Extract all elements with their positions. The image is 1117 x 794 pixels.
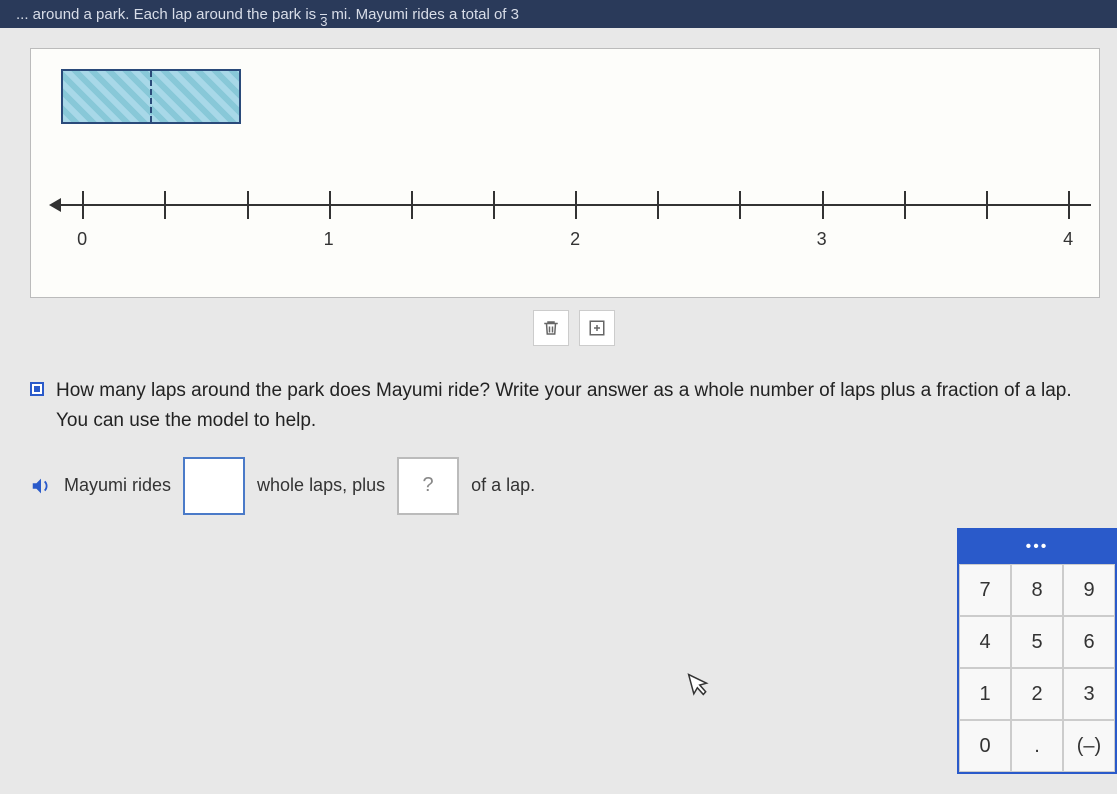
tick-mark	[247, 191, 249, 219]
keypad-key[interactable]: 1	[959, 668, 1011, 720]
content-area: 0 1 2 3 4 How many laps around the park does…	[0, 28, 1117, 515]
tick-mark	[575, 191, 577, 219]
answer-suffix: of a lap.	[471, 475, 535, 496]
fraction-segment	[63, 71, 152, 122]
tick-label: 4	[1063, 229, 1073, 250]
keypad-key[interactable]: 9	[1063, 564, 1115, 616]
tick-mark	[986, 191, 988, 219]
keypad-key[interactable]: 7	[959, 564, 1011, 616]
keypad-key[interactable]: .	[1011, 720, 1063, 772]
question-text: How many laps around the park does Mayum…	[56, 376, 1107, 437]
problem-header: ... around a park. Each lap around the p…	[0, 0, 1117, 28]
tick-mark	[904, 191, 906, 219]
keypad-key[interactable]: 4	[959, 616, 1011, 668]
fraction-bar-model[interactable]	[61, 69, 241, 124]
tick-mark	[411, 191, 413, 219]
answer-mid: whole laps, plus	[257, 475, 385, 496]
fraction-denominator: 3	[320, 14, 327, 28]
keypad-key[interactable]: 6	[1063, 616, 1115, 668]
tick-mark	[493, 191, 495, 219]
model-toolbar	[30, 310, 1117, 346]
fraction-numerator	[322, 1, 326, 14]
cursor-icon	[686, 668, 714, 704]
trash-icon	[542, 319, 560, 337]
fraction-segment	[152, 71, 239, 122]
question-block: How many laps around the park does Mayum…	[30, 376, 1117, 515]
header-text-before: ... around a park. Each lap around the p…	[16, 6, 316, 23]
header-text-after: mi. Mayumi rides a total of 3	[331, 6, 519, 23]
tick-mark	[82, 191, 84, 219]
tick-label: 0	[77, 229, 87, 250]
tick-mark	[657, 191, 659, 219]
number-line[interactable]: 0 1 2 3 4	[51, 179, 1091, 259]
keypad-key[interactable]: (–)	[1063, 720, 1115, 772]
tick-mark	[822, 191, 824, 219]
add-button[interactable]	[579, 310, 615, 346]
model-panel: 0 1 2 3 4	[30, 48, 1100, 298]
tick-mark	[1068, 191, 1070, 219]
whole-laps-input[interactable]	[183, 457, 245, 515]
header-fraction: 3	[320, 1, 327, 28]
keypad-key[interactable]: 5	[1011, 616, 1063, 668]
keypad-key[interactable]: 2	[1011, 668, 1063, 720]
keypad-key[interactable]: 0	[959, 720, 1011, 772]
question-bullet-icon	[30, 382, 44, 396]
numeric-keypad: ••• 7894561230.(–)	[957, 528, 1117, 774]
answer-prefix: Mayumi rides	[64, 475, 171, 496]
audio-icon[interactable]	[30, 475, 52, 497]
keypad-key[interactable]: 3	[1063, 668, 1115, 720]
tick-mark	[329, 191, 331, 219]
tick-mark	[739, 191, 741, 219]
answer-row: Mayumi rides whole laps, plus ? of a lap…	[30, 457, 1107, 515]
tick-label: 2	[570, 229, 580, 250]
tick-mark	[164, 191, 166, 219]
keypad-key[interactable]: 8	[1011, 564, 1063, 616]
keypad-header[interactable]: •••	[959, 530, 1115, 564]
fraction-lap-input[interactable]: ?	[397, 457, 459, 515]
tick-label: 1	[324, 229, 334, 250]
axis-line	[51, 204, 1091, 206]
delete-button[interactable]	[533, 310, 569, 346]
plus-box-icon	[588, 319, 606, 337]
tick-label: 3	[817, 229, 827, 250]
